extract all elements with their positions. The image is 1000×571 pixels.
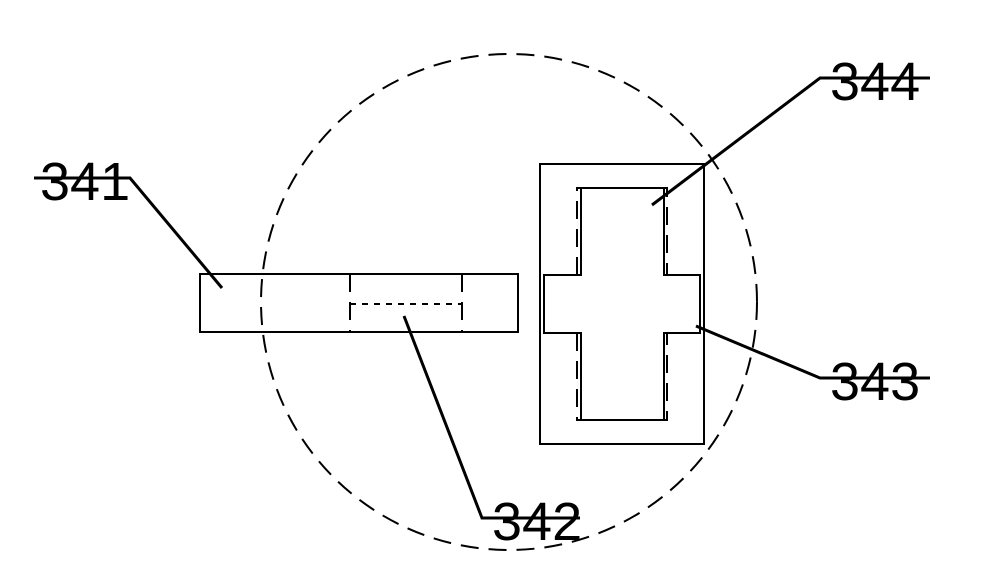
right-head-outline — [540, 164, 704, 444]
right-head-cross — [544, 188, 700, 420]
detail-circle — [261, 54, 757, 550]
label-341: 341 — [40, 152, 130, 212]
technical-diagram: 344 341 343 342 — [0, 0, 1000, 571]
label-342: 342 — [492, 492, 582, 552]
leader-342 — [404, 316, 580, 518]
right-head-hidden-top — [577, 188, 667, 275]
label-344: 344 — [830, 52, 920, 112]
left-shaft-outline — [200, 274, 518, 332]
right-head-hidden-bottom — [577, 333, 667, 420]
label-343: 343 — [830, 352, 920, 412]
